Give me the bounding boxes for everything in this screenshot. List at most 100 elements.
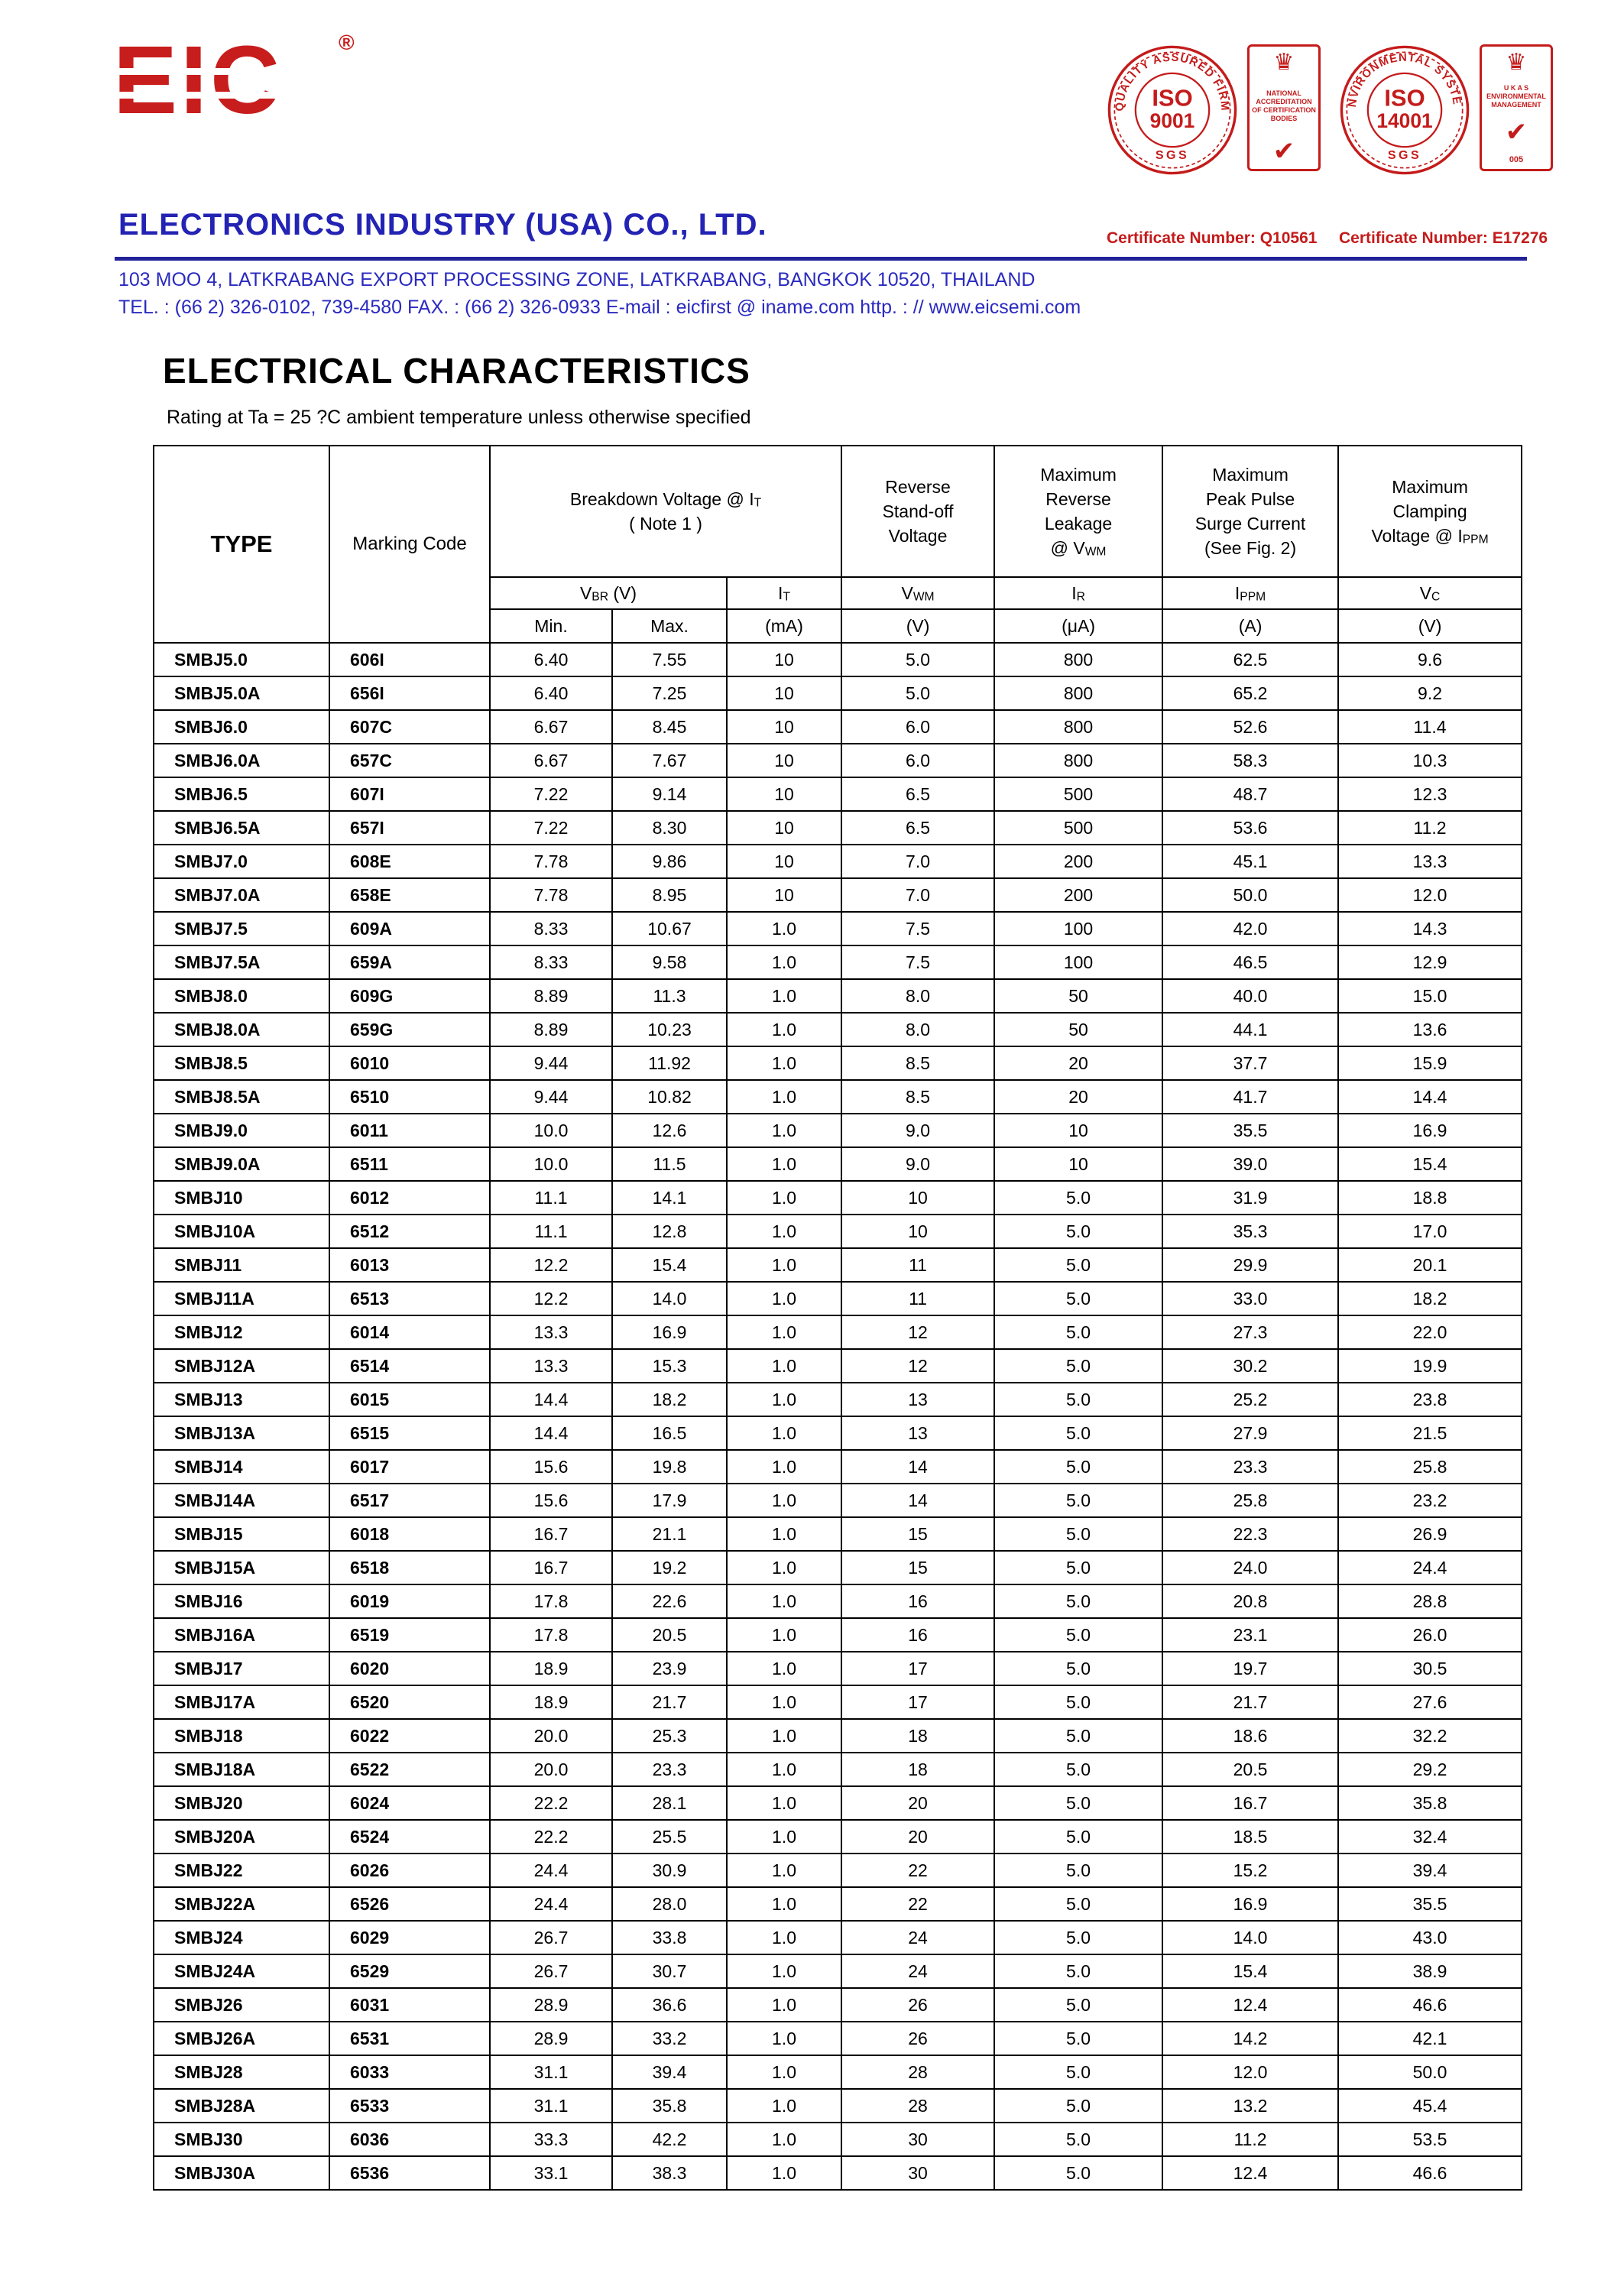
type-cell: SMBJ15A bbox=[153, 1550, 330, 1585]
ir-cell: 5.0 bbox=[994, 1416, 1164, 1451]
vbr-max-cell: 15.4 bbox=[611, 1247, 728, 1283]
ippm-cell: 21.7 bbox=[1162, 1685, 1340, 1720]
eic-logo: EIC ® bbox=[110, 31, 365, 131]
electrical-characteristics-table: TYPE Marking Code Breakdown Voltage @ IT… bbox=[153, 445, 1523, 2191]
vwm-cell: 15 bbox=[841, 1550, 996, 1585]
subheader-vbr: VBR (V) bbox=[489, 576, 728, 610]
type-cell: SMBJ16A bbox=[153, 1617, 330, 1652]
vbr-min-cell: 17.8 bbox=[489, 1617, 613, 1652]
ippm-cell: 16.7 bbox=[1162, 1785, 1340, 1821]
vwm-cell: 13 bbox=[841, 1382, 996, 1417]
marking-code-cell: 6010 bbox=[329, 1046, 491, 1081]
vbr-min-cell: 7.78 bbox=[489, 844, 613, 879]
type-cell: SMBJ18A bbox=[153, 1752, 330, 1787]
marking-code-cell: 607C bbox=[329, 709, 491, 744]
eic-logo-text: EIC bbox=[113, 26, 284, 134]
table-row: SMBJ9.0A 6511 10.0 11.5 1.0 9.0 10 39.0 … bbox=[153, 1146, 1523, 1182]
vc-cell: 46.6 bbox=[1337, 1987, 1523, 2022]
vc-cell: 27.6 bbox=[1337, 1685, 1523, 1720]
marking-code-cell: 6020 bbox=[329, 1651, 491, 1686]
type-cell: SMBJ6.0 bbox=[153, 709, 330, 744]
vbr-max-cell: 33.2 bbox=[611, 2021, 728, 2056]
vc-cell: 50.0 bbox=[1337, 2055, 1523, 2090]
table-row: SMBJ15A 6518 16.7 19.2 1.0 15 5.0 24.0 2… bbox=[153, 1550, 1523, 1585]
vc-cell: 15.4 bbox=[1337, 1146, 1523, 1182]
svg-text:9001: 9001 bbox=[1150, 109, 1195, 132]
vbr-max-cell: 11.3 bbox=[611, 978, 728, 1014]
subheader-it: IT bbox=[725, 576, 843, 610]
it-cell: 1.0 bbox=[725, 1584, 843, 1619]
table-row: SMBJ20A 6524 22.2 25.5 1.0 20 5.0 18.5 3… bbox=[153, 1819, 1523, 1854]
it-cell: 1.0 bbox=[725, 1516, 843, 1552]
vbr-max-cell: 30.9 bbox=[611, 1853, 728, 1888]
it-cell: 1.0 bbox=[725, 1752, 843, 1787]
ippm-cell: 12.4 bbox=[1162, 1987, 1340, 2022]
vwm-cell: 24 bbox=[841, 1920, 996, 1955]
vbr-min-cell: 7.22 bbox=[489, 810, 613, 845]
ippm-cell: 58.3 bbox=[1162, 743, 1340, 778]
svg-text:ISO: ISO bbox=[1152, 84, 1192, 111]
type-cell: SMBJ6.5A bbox=[153, 810, 330, 845]
marking-code-cell: 609A bbox=[329, 911, 491, 946]
vbr-min-cell: 14.4 bbox=[489, 1416, 613, 1451]
ir-cell: 5.0 bbox=[994, 1853, 1164, 1888]
ir-cell: 500 bbox=[994, 810, 1164, 845]
vbr-max-cell: 23.3 bbox=[611, 1752, 728, 1787]
vwm-cell: 17 bbox=[841, 1685, 996, 1720]
ir-cell: 50 bbox=[994, 1012, 1164, 1047]
marking-code-cell: 606I bbox=[329, 642, 491, 677]
type-cell: SMBJ22 bbox=[153, 1853, 330, 1888]
ippm-cell: 15.2 bbox=[1162, 1853, 1340, 1888]
marking-code-cell: 6036 bbox=[329, 2122, 491, 2157]
table-row: SMBJ6.0A 657C 6.67 7.67 10 6.0 800 58.3 … bbox=[153, 743, 1523, 778]
marking-code-cell: 6029 bbox=[329, 1920, 491, 1955]
vbr-max-cell: 35.8 bbox=[611, 2088, 728, 2123]
vc-cell: 45.4 bbox=[1337, 2088, 1523, 2123]
marking-code-cell: 6031 bbox=[329, 1987, 491, 2022]
type-cell: SMBJ14 bbox=[153, 1449, 330, 1484]
it-cell: 1.0 bbox=[725, 1449, 843, 1484]
vbr-min-cell: 12.2 bbox=[489, 1281, 613, 1316]
type-cell: SMBJ11 bbox=[153, 1247, 330, 1283]
marking-code-cell: 6017 bbox=[329, 1449, 491, 1484]
type-cell: SMBJ11A bbox=[153, 1281, 330, 1316]
vc-cell: 26.9 bbox=[1337, 1516, 1523, 1552]
marking-code-cell: 6510 bbox=[329, 1079, 491, 1114]
vbr-max-cell: 17.9 bbox=[611, 1483, 728, 1518]
it-cell: 1.0 bbox=[725, 1214, 843, 1249]
it-cell: 10 bbox=[725, 810, 843, 845]
it-cell: 1.0 bbox=[725, 1247, 843, 1283]
check-icon: ✔ bbox=[1272, 137, 1295, 166]
vwm-cell: 8.5 bbox=[841, 1046, 996, 1081]
vbr-min-cell: 9.44 bbox=[489, 1079, 613, 1114]
vbr-max-cell: 18.2 bbox=[611, 1382, 728, 1417]
ir-cell: 5.0 bbox=[994, 1247, 1164, 1283]
ippm-cell: 14.2 bbox=[1162, 2021, 1340, 2056]
vbr-min-cell: 22.2 bbox=[489, 1785, 613, 1821]
ippm-cell: 31.9 bbox=[1162, 1180, 1340, 1215]
vwm-cell: 7.5 bbox=[841, 911, 996, 946]
table-row: SMBJ6.5A 657I 7.22 8.30 10 6.5 500 53.6 … bbox=[153, 810, 1523, 845]
vbr-max-cell: 36.6 bbox=[611, 1987, 728, 2022]
table-row: SMBJ6.5 607I 7.22 9.14 10 6.5 500 48.7 1… bbox=[153, 777, 1523, 812]
vc-cell: 12.0 bbox=[1337, 877, 1523, 913]
vc-cell: 46.6 bbox=[1337, 2155, 1523, 2191]
table-row: SMBJ11A 6513 12.2 14.0 1.0 11 5.0 33.0 1… bbox=[153, 1281, 1523, 1316]
vbr-min-cell: 17.8 bbox=[489, 1584, 613, 1619]
ir-cell: 200 bbox=[994, 877, 1164, 913]
vwm-cell: 28 bbox=[841, 2088, 996, 2123]
marking-code-cell: 6520 bbox=[329, 1685, 491, 1720]
vbr-max-cell: 10.23 bbox=[611, 1012, 728, 1047]
marking-code-cell: 657I bbox=[329, 810, 491, 845]
vc-cell: 53.5 bbox=[1337, 2122, 1523, 2157]
vbr-max-cell: 21.7 bbox=[611, 1685, 728, 1720]
vbr-min-cell: 8.89 bbox=[489, 978, 613, 1014]
svg-text:ISO: ISO bbox=[1384, 84, 1425, 111]
vwm-cell: 24 bbox=[841, 1954, 996, 1989]
col-header-marking-code: Marking Code bbox=[329, 445, 491, 644]
type-cell: SMBJ6.0A bbox=[153, 743, 330, 778]
type-cell: SMBJ13A bbox=[153, 1416, 330, 1451]
marking-code-cell: 6531 bbox=[329, 2021, 491, 2056]
it-cell: 1.0 bbox=[725, 1718, 843, 1753]
col-header-standoff-voltage: Reverse Stand-off Voltage bbox=[841, 445, 996, 578]
